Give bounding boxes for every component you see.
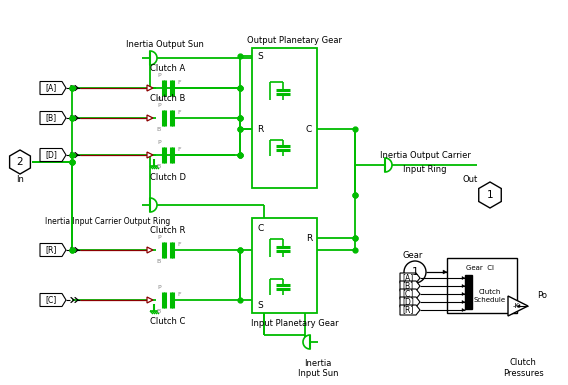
Text: Gear: Gear (403, 251, 423, 259)
Polygon shape (40, 293, 66, 306)
Text: F: F (177, 291, 181, 296)
Text: R: R (257, 125, 263, 134)
Text: [A]: [A] (45, 84, 57, 92)
Text: C: C (257, 224, 263, 233)
Polygon shape (400, 273, 420, 283)
Text: Inertia Input Carrier Output Ring: Inertia Input Carrier Output Ring (45, 216, 170, 226)
Text: [A]: [A] (402, 273, 414, 283)
Text: [B]: [B] (403, 281, 414, 291)
Text: [D]: [D] (402, 298, 414, 306)
Polygon shape (147, 85, 153, 91)
Bar (465, 275, 472, 309)
Text: Po: Po (537, 291, 547, 301)
Text: 1: 1 (487, 190, 494, 200)
Text: Inertia Output Sun: Inertia Output Sun (126, 40, 204, 49)
Polygon shape (150, 51, 157, 65)
Polygon shape (517, 305, 520, 308)
Polygon shape (400, 297, 420, 307)
Polygon shape (462, 301, 465, 303)
Polygon shape (400, 289, 420, 299)
Text: -K: -K (512, 303, 520, 309)
Text: Clutch A: Clutch A (151, 64, 186, 72)
Text: [R]: [R] (45, 246, 57, 254)
Text: Clutch R: Clutch R (151, 226, 186, 234)
Text: Out: Out (462, 174, 478, 184)
Text: B: B (157, 309, 161, 314)
Polygon shape (400, 281, 420, 291)
Polygon shape (150, 198, 157, 212)
Polygon shape (10, 150, 31, 174)
Polygon shape (40, 82, 66, 94)
Text: B: B (157, 97, 161, 102)
Polygon shape (40, 149, 66, 161)
Polygon shape (385, 158, 392, 172)
Text: P: P (157, 73, 161, 78)
Text: F: F (177, 147, 181, 152)
Text: [D]: [D] (45, 151, 57, 159)
Text: Inertia
Input Sun: Inertia Input Sun (298, 359, 339, 378)
Text: 2: 2 (16, 157, 23, 167)
Bar (447, 258, 517, 313)
Polygon shape (400, 305, 420, 315)
Text: S: S (257, 301, 263, 310)
Text: F: F (177, 79, 181, 84)
Polygon shape (147, 297, 153, 303)
Text: In: In (16, 174, 24, 184)
Text: S: S (257, 52, 263, 60)
Text: 1: 1 (411, 267, 419, 277)
Text: B: B (157, 127, 161, 132)
Text: [C]: [C] (402, 290, 414, 298)
Polygon shape (462, 276, 465, 280)
Text: Input Planetary Gear: Input Planetary Gear (250, 318, 339, 328)
Text: Input Ring: Input Ring (403, 164, 447, 174)
Text: C: C (306, 125, 312, 134)
Polygon shape (462, 293, 465, 296)
Polygon shape (147, 152, 153, 158)
Text: F: F (177, 241, 181, 246)
Polygon shape (462, 285, 465, 288)
Text: P: P (157, 285, 161, 290)
Circle shape (404, 261, 426, 283)
Polygon shape (443, 270, 447, 274)
Text: P: P (157, 235, 161, 240)
Text: [C]: [C] (45, 296, 57, 305)
Text: P: P (157, 103, 161, 108)
Text: Inertia Output Carrier: Inertia Output Carrier (379, 151, 470, 159)
Polygon shape (508, 296, 528, 316)
Polygon shape (40, 243, 66, 256)
Text: Clutch B: Clutch B (151, 94, 186, 102)
Text: P: P (157, 140, 161, 145)
Polygon shape (40, 112, 66, 124)
Text: [R]: [R] (402, 306, 414, 315)
Text: [B]: [B] (45, 114, 57, 122)
Polygon shape (147, 247, 153, 253)
Text: Clutch D: Clutch D (150, 172, 186, 181)
Text: R: R (306, 233, 312, 243)
Text: Output Planetary Gear: Output Planetary Gear (247, 35, 342, 45)
Text: F: F (177, 109, 181, 114)
Bar (252, 48, 317, 188)
Text: Gear  Cl: Gear Cl (466, 265, 494, 271)
Text: Clutch
Schedule: Clutch Schedule (474, 290, 506, 303)
Text: B: B (157, 164, 161, 169)
Text: Clutch
Pressures: Clutch Pressures (503, 358, 544, 378)
Text: B: B (157, 259, 161, 264)
Bar (252, 218, 317, 313)
Polygon shape (479, 182, 501, 208)
Text: Clutch C: Clutch C (151, 318, 186, 326)
Polygon shape (462, 308, 465, 311)
Polygon shape (147, 115, 153, 121)
Polygon shape (303, 335, 310, 349)
